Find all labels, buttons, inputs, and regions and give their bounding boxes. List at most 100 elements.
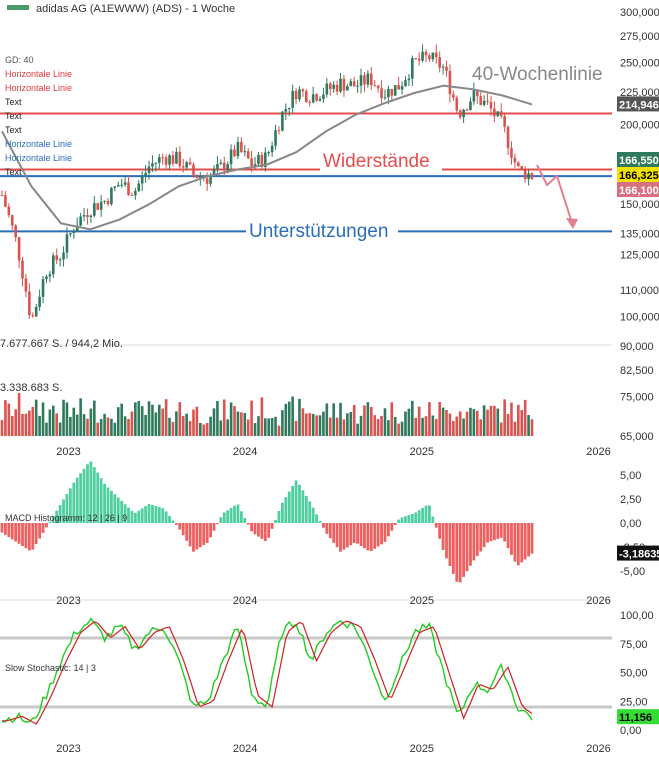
- macd-bar: [103, 483, 106, 523]
- volume-bar: [195, 406, 199, 436]
- macd-bar: [363, 523, 366, 549]
- projection-arrow: [536, 164, 574, 227]
- volume-bar: [154, 412, 158, 436]
- volume-bar: [151, 404, 154, 436]
- candle-body: [274, 130, 277, 146]
- candle-body: [527, 173, 530, 180]
- candle-body: [305, 91, 308, 103]
- volume-bar: [493, 405, 496, 436]
- macd-bar: [229, 508, 233, 523]
- candle-body: [195, 174, 199, 179]
- macd-value-tag-bg: [617, 545, 659, 561]
- macd-bar: [58, 505, 62, 523]
- candle-body: [38, 296, 41, 307]
- candle-body: [517, 162, 520, 167]
- volume-bar: [99, 419, 103, 436]
- volume-bar: [428, 402, 431, 436]
- volume-bar: [137, 401, 141, 436]
- ma-annotation: 40-Wochenlinie: [472, 64, 603, 85]
- macd-bar: [445, 523, 448, 559]
- x-tick-label: 2024: [233, 743, 257, 755]
- volume-bar: [274, 416, 277, 436]
- candle-body: [298, 89, 301, 100]
- candle-body: [411, 58, 414, 79]
- candle-body: [294, 90, 298, 100]
- volume-bar: [383, 408, 387, 436]
- candle-body: [383, 97, 387, 99]
- candle-body: [250, 158, 253, 166]
- macd-bar: [424, 505, 428, 523]
- candle-body: [455, 97, 459, 111]
- macd-bar: [205, 523, 209, 543]
- volume-bar: [308, 413, 312, 436]
- volume-bar: [363, 405, 366, 436]
- volume-bar: [346, 413, 349, 436]
- candle-body: [185, 162, 188, 168]
- candle-body: [452, 94, 455, 98]
- macd-bar: [157, 507, 161, 523]
- macd-bar: [376, 523, 380, 547]
- macd-bar: [407, 515, 411, 523]
- candle-body: [352, 81, 356, 87]
- volume-bar: [475, 410, 479, 436]
- macd-bar: [38, 523, 42, 539]
- candle-body: [93, 203, 96, 216]
- macd-bar: [291, 485, 295, 523]
- y-tick-label: 65,000: [620, 431, 654, 443]
- macd-bar: [24, 523, 28, 549]
- candle-body: [397, 85, 400, 90]
- candle-body: [513, 157, 517, 163]
- overlay-legend: GD: 40 Horizontale Linie Horizontale Linie…: [5, 55, 72, 177]
- candle-body: [137, 183, 141, 191]
- volume-bar: [315, 415, 318, 436]
- volume-bar: [168, 417, 171, 436]
- candle-body: [270, 145, 274, 153]
- volume-bar: [130, 411, 134, 436]
- x-tick-label: 2025: [410, 595, 434, 607]
- candle-body: [496, 111, 500, 117]
- volume-bar: [387, 420, 390, 436]
- candle-body: [417, 58, 421, 61]
- volume-bar: [322, 411, 325, 436]
- volume-bar: [93, 400, 96, 436]
- candle-body: [106, 200, 110, 205]
- macd-bar: [513, 523, 517, 562]
- candle-body: [175, 151, 178, 164]
- candle-body: [445, 66, 448, 71]
- macd-bar: [284, 497, 288, 523]
- candle-body: [356, 85, 359, 87]
- candle-body: [82, 215, 86, 217]
- candle-body: [462, 109, 465, 118]
- candle-body: [147, 166, 151, 173]
- candle-body: [178, 151, 182, 167]
- volume-bar: [253, 423, 257, 436]
- macd-bar: [301, 490, 305, 523]
- x-tick-label: 2024: [233, 446, 257, 458]
- y-tick-label: 90,000: [620, 341, 654, 353]
- x-tick-label: 2026: [586, 446, 610, 458]
- candle-body: [332, 84, 335, 89]
- macd-bar: [325, 523, 329, 534]
- macd-bar: [62, 499, 65, 523]
- macd-bar: [499, 523, 503, 538]
- volume-bar: [51, 405, 55, 436]
- macd-bar: [250, 523, 254, 532]
- ma40-line: [1, 84, 533, 231]
- macd-bar: [89, 461, 93, 523]
- candle-body: [328, 83, 332, 89]
- volume-bar: [503, 399, 506, 436]
- macd-bar: [345, 523, 349, 548]
- candle-body: [448, 70, 452, 95]
- candle-body: [359, 75, 363, 86]
- candle-body: [103, 200, 106, 202]
- macd-bar: [472, 523, 476, 561]
- y-tick-label: 135,000: [620, 228, 659, 240]
- volume-bar: [147, 401, 151, 436]
- macd-bar: [198, 523, 202, 548]
- y-tick-label: 275,000: [620, 31, 659, 43]
- macd-bar: [212, 523, 216, 531]
- macd-bar: [188, 523, 192, 547]
- macd-y-tick-label: 5,00: [620, 470, 641, 482]
- volume-bar: [103, 413, 106, 436]
